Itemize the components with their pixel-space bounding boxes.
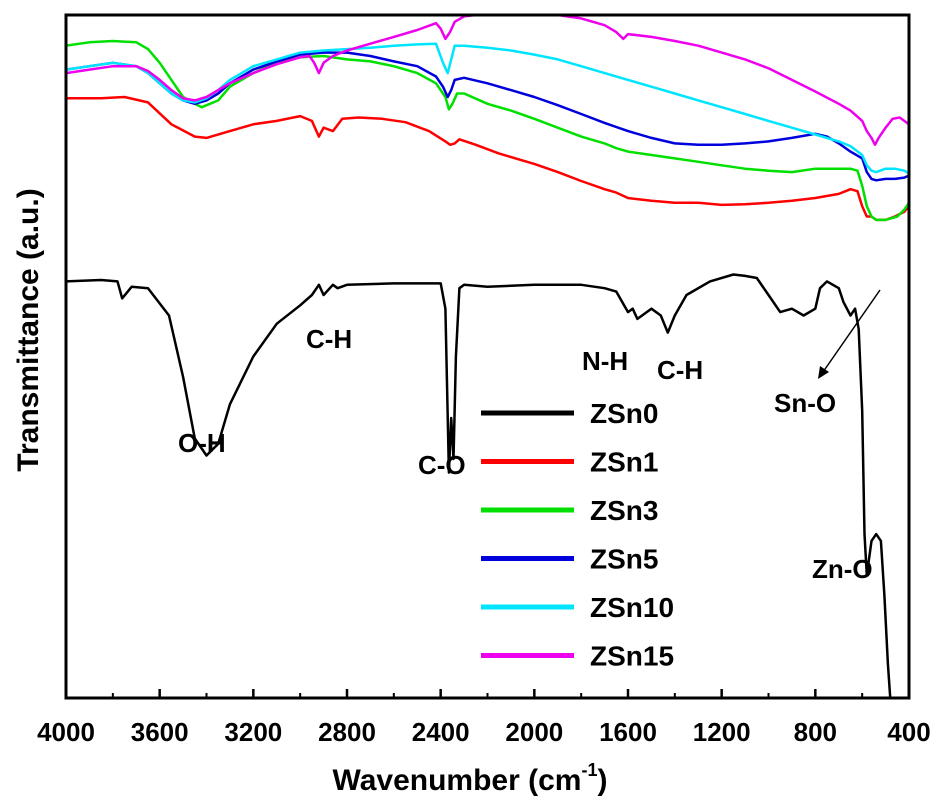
series-line-zsn1 <box>66 95 909 222</box>
annotation-zno: Zn-O <box>812 554 873 584</box>
annotation-oh: O-H <box>178 428 226 458</box>
x-axis-title-end: ) <box>597 764 607 797</box>
x-tick-label: 1600 <box>599 717 657 747</box>
annotation-ch-2: C-H <box>657 355 703 385</box>
legend-label-zsn10: ZSn10 <box>590 592 674 623</box>
annotation-sno: Sn-O <box>774 388 836 418</box>
sno-arrow-head <box>818 366 829 379</box>
legend-label-zsn5: ZSn5 <box>590 544 658 575</box>
x-axis-title-main: Wavenumber (cm <box>333 764 582 797</box>
series-line-zsn10 <box>66 42 909 175</box>
plot-frame <box>64 13 911 700</box>
annotation-ch-1: C-H <box>306 324 352 354</box>
x-tick-label: 2400 <box>412 717 470 747</box>
legend-label-zsn3: ZSn3 <box>590 495 658 526</box>
legend-label-zsn1: ZSn1 <box>590 447 658 478</box>
sno-arrow-line <box>822 289 881 373</box>
x-tick-label: 3200 <box>224 717 282 747</box>
x-tick-label: 400 <box>887 717 930 747</box>
x-tick-label: 4000 <box>37 717 95 747</box>
x-tick-label: 1200 <box>693 717 751 747</box>
legend-label-zsn0: ZSn0 <box>590 398 658 429</box>
annotation-nh: N-H <box>582 346 628 376</box>
x-axis-ticks: 4000 3600 3200 2800 2400 2000 1600 1200 800 400 <box>37 689 931 747</box>
x-axis-title: Wavenumber (cm-1) <box>333 760 608 797</box>
annotations: O-H C-H C-O N-H C-H Sn-O Zn-O <box>178 289 881 584</box>
legend-label-zsn15: ZSn15 <box>590 641 674 672</box>
x-tick-label: 3600 <box>131 717 189 747</box>
legend: ZSn0 ZSn1 ZSn3 ZSn5 ZSn10 ZSn15 <box>481 398 674 672</box>
x-tick-label: 800 <box>794 717 837 747</box>
series-line-zsn5 <box>66 51 909 182</box>
series-line-zsn0 <box>66 273 892 698</box>
x-tick-label: 2000 <box>505 717 563 747</box>
x-tick-label: 2800 <box>318 717 376 747</box>
series-line-zsn3 <box>66 39 909 222</box>
series-lines <box>66 15 909 698</box>
x-axis-title-sup: -1 <box>581 760 597 780</box>
y-axis-title: Transmittance (a.u.) <box>12 188 45 471</box>
annotation-co: C-O <box>418 450 466 480</box>
